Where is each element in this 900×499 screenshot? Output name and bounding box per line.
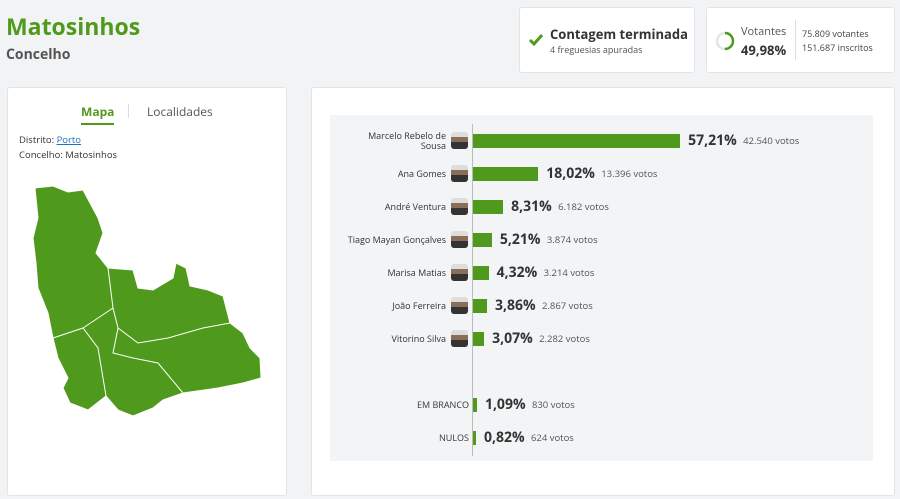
category-label: Tiago Mayan Gonçalves [347, 233, 446, 246]
avatar [451, 297, 468, 314]
turnout-label: Votantes [741, 24, 787, 39]
district-label: Distrito: [19, 133, 55, 146]
county-label: Concelho: [19, 148, 63, 161]
vote-label: 42.540 votos [743, 134, 800, 147]
map [32, 185, 262, 417]
category-label: Vitorino Silva [391, 332, 446, 345]
county-name: Matosinhos [65, 148, 118, 161]
value-label: 8,31% [511, 197, 552, 216]
tab[interactable]: Localidades [147, 103, 213, 120]
value-label: 57,21% [688, 131, 737, 150]
avatar [451, 231, 468, 248]
avatar [451, 132, 468, 149]
category-label: EM BRANCO [417, 398, 469, 411]
county: Concelho: Matosinhos [19, 148, 117, 161]
status-card: Contagem terminada 4 freguesias apuradas [519, 7, 695, 73]
district-link[interactable]: Porto [56, 133, 81, 146]
subtitle: Concelho [6, 45, 71, 64]
vote-label: 2.282 votos [539, 332, 590, 345]
tab-divider [128, 104, 129, 118]
map-panel: Mapa Localidades Distrito: Porto Concelh… [7, 87, 287, 496]
status-detail: 4 freguesias apuradas [550, 43, 643, 56]
avatar [451, 198, 468, 215]
divider [795, 20, 796, 60]
avatar [451, 165, 468, 182]
category-label: João Ferreira [392, 299, 446, 312]
turnout-value: 49,98% [741, 41, 787, 59]
bar [473, 233, 492, 247]
bar [473, 266, 489, 280]
bar [473, 398, 477, 412]
check-icon [528, 34, 544, 47]
category-label: Ana Gomes [397, 167, 446, 180]
bar [473, 167, 539, 181]
vote-label: 3.874 votos [546, 233, 598, 246]
value-label: 18,02% [546, 164, 595, 183]
category-label: NULOS [439, 431, 469, 444]
category-label: Marcelo Rebelo de Sousa [368, 129, 446, 152]
value-label: 0,82% [483, 428, 525, 447]
avatar [451, 264, 468, 281]
vote-label: 2.867 votos [541, 299, 593, 312]
district: Distrito: Porto [19, 133, 81, 146]
title: Matosinhos [6, 10, 141, 42]
status-title: Contagem terminada [550, 25, 688, 43]
turnout-ring [715, 31, 735, 51]
vote-label: 624 votos [530, 431, 574, 444]
chart-area [330, 115, 873, 461]
value-label: 1,09% [484, 395, 526, 414]
value-label: 5,21% [499, 230, 541, 249]
turnout-arc [715, 31, 735, 51]
vote-label: 6.182 votos [558, 200, 609, 213]
vote-label: 13.396 votos [601, 167, 658, 180]
vote-label: 830 votos [531, 398, 575, 411]
voters: 75.809 votantes [802, 27, 869, 40]
bar [473, 332, 485, 346]
tab[interactable]: Mapa [81, 103, 115, 125]
axis-line [472, 124, 473, 456]
bar [473, 200, 504, 214]
registered: 151.687 inscritos [802, 41, 873, 54]
vote-label: 3.214 votos [543, 266, 595, 279]
bar [473, 134, 681, 148]
bar [473, 299, 487, 313]
turnout-card: Votantes 49,98% 75.809 votantes 151.687 … [706, 7, 895, 73]
category-label: Marisa Matias [387, 266, 446, 279]
value-label: 3,86% [494, 296, 536, 315]
bar [473, 431, 476, 445]
category-label: André Ventura [384, 200, 446, 213]
value-label: 3,07% [492, 329, 533, 348]
value-label: 4,32% [496, 263, 538, 282]
avatar [451, 330, 468, 347]
